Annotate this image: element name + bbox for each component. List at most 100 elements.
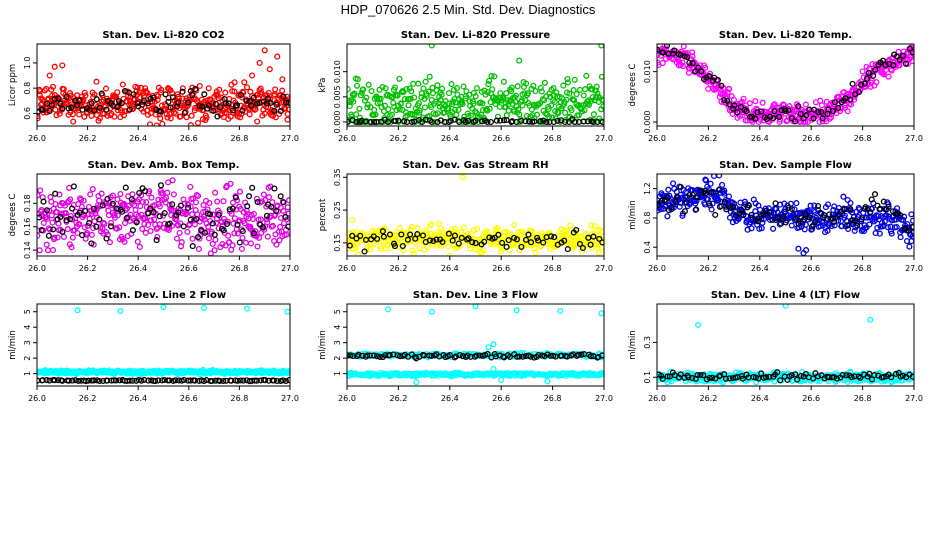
data-point (525, 231, 532, 238)
data-point (98, 190, 105, 197)
panel-title: Stan. Dev. Gas Stream RH (402, 160, 548, 171)
data-point (582, 86, 589, 93)
data-point (867, 208, 874, 216)
data-point (109, 200, 116, 207)
data-point (48, 102, 55, 109)
data-point (470, 226, 477, 234)
data-point (467, 230, 475, 238)
data-point (455, 240, 462, 247)
data-point (245, 193, 253, 200)
data-point (542, 110, 549, 117)
data-point (838, 223, 845, 230)
data-point (537, 84, 544, 91)
data-point (514, 353, 521, 360)
data-point (578, 351, 585, 358)
data-point (191, 221, 198, 228)
data-point (885, 73, 892, 80)
data-point (722, 375, 730, 382)
data-point (594, 90, 601, 97)
data-point (573, 226, 580, 234)
data-point (839, 371, 846, 378)
y-tick-label: 0.15 (333, 234, 342, 252)
data-point (37, 115, 41, 122)
data-point (50, 226, 57, 233)
data-point (91, 107, 98, 114)
data-point (803, 247, 810, 254)
data-point (911, 36, 916, 41)
data-point (676, 58, 683, 65)
data-point (802, 211, 809, 218)
data-point (153, 225, 160, 233)
y-tick-label: 0.8 (643, 212, 652, 225)
data-point (692, 68, 699, 75)
data-point (284, 308, 290, 315)
data-point (854, 222, 861, 229)
data-point (734, 109, 741, 116)
data-point (428, 221, 435, 228)
data-point (702, 64, 709, 71)
data-point (169, 94, 176, 101)
data-point (408, 88, 415, 95)
y-tick-label: 1 (23, 371, 32, 376)
data-point (102, 85, 110, 92)
data-point (398, 231, 405, 238)
y-axis-label: ml/min (318, 330, 328, 360)
data-point (286, 197, 290, 204)
data-point (487, 118, 494, 126)
data-point (129, 227, 136, 234)
data-point (419, 232, 427, 239)
data-point (147, 227, 154, 235)
data-point (88, 231, 95, 238)
data-point (65, 377, 72, 384)
data-point (173, 215, 180, 222)
data-point (162, 91, 169, 98)
data-point (529, 227, 536, 234)
data-point (693, 197, 700, 204)
x-tick-label: 26.2 (389, 134, 407, 143)
x-tick-label: 26.2 (699, 264, 717, 273)
y-tick-label: 3 (333, 340, 342, 345)
data-point (709, 374, 716, 381)
data-point (892, 370, 899, 377)
y-tick-label: 0.000 (333, 111, 342, 134)
data-point (264, 219, 271, 226)
data-point (802, 221, 809, 228)
data-point (365, 231, 372, 238)
data-point (200, 304, 208, 311)
data-point (774, 369, 781, 376)
data-point (828, 223, 835, 230)
data-point (241, 220, 248, 227)
x-tick-label: 27.0 (595, 264, 613, 273)
data-point (170, 207, 177, 214)
data-point (721, 97, 728, 104)
data-point (583, 72, 590, 79)
data-point (256, 59, 263, 66)
y-tick-label: 0.18 (23, 194, 32, 212)
data-point (519, 353, 527, 360)
data-point (265, 194, 273, 201)
data-point (422, 78, 429, 85)
data-point (869, 61, 876, 68)
data-point (364, 352, 371, 359)
data-point (365, 81, 372, 88)
data-point (794, 376, 801, 383)
data-point (93, 78, 100, 85)
data-point (349, 216, 356, 223)
data-point (532, 249, 539, 256)
data-point (880, 71, 887, 78)
data-point (247, 240, 255, 247)
data-point (238, 245, 245, 252)
data-point (537, 118, 544, 125)
data-point (76, 97, 83, 104)
data-point (400, 88, 407, 96)
points-layer (347, 174, 604, 256)
data-point (826, 211, 833, 218)
data-point (705, 85, 712, 93)
data-point (143, 199, 150, 206)
data-point (541, 353, 548, 360)
data-point (500, 117, 508, 124)
data-point (858, 216, 865, 223)
data-point (439, 238, 446, 246)
data-point (472, 246, 479, 253)
